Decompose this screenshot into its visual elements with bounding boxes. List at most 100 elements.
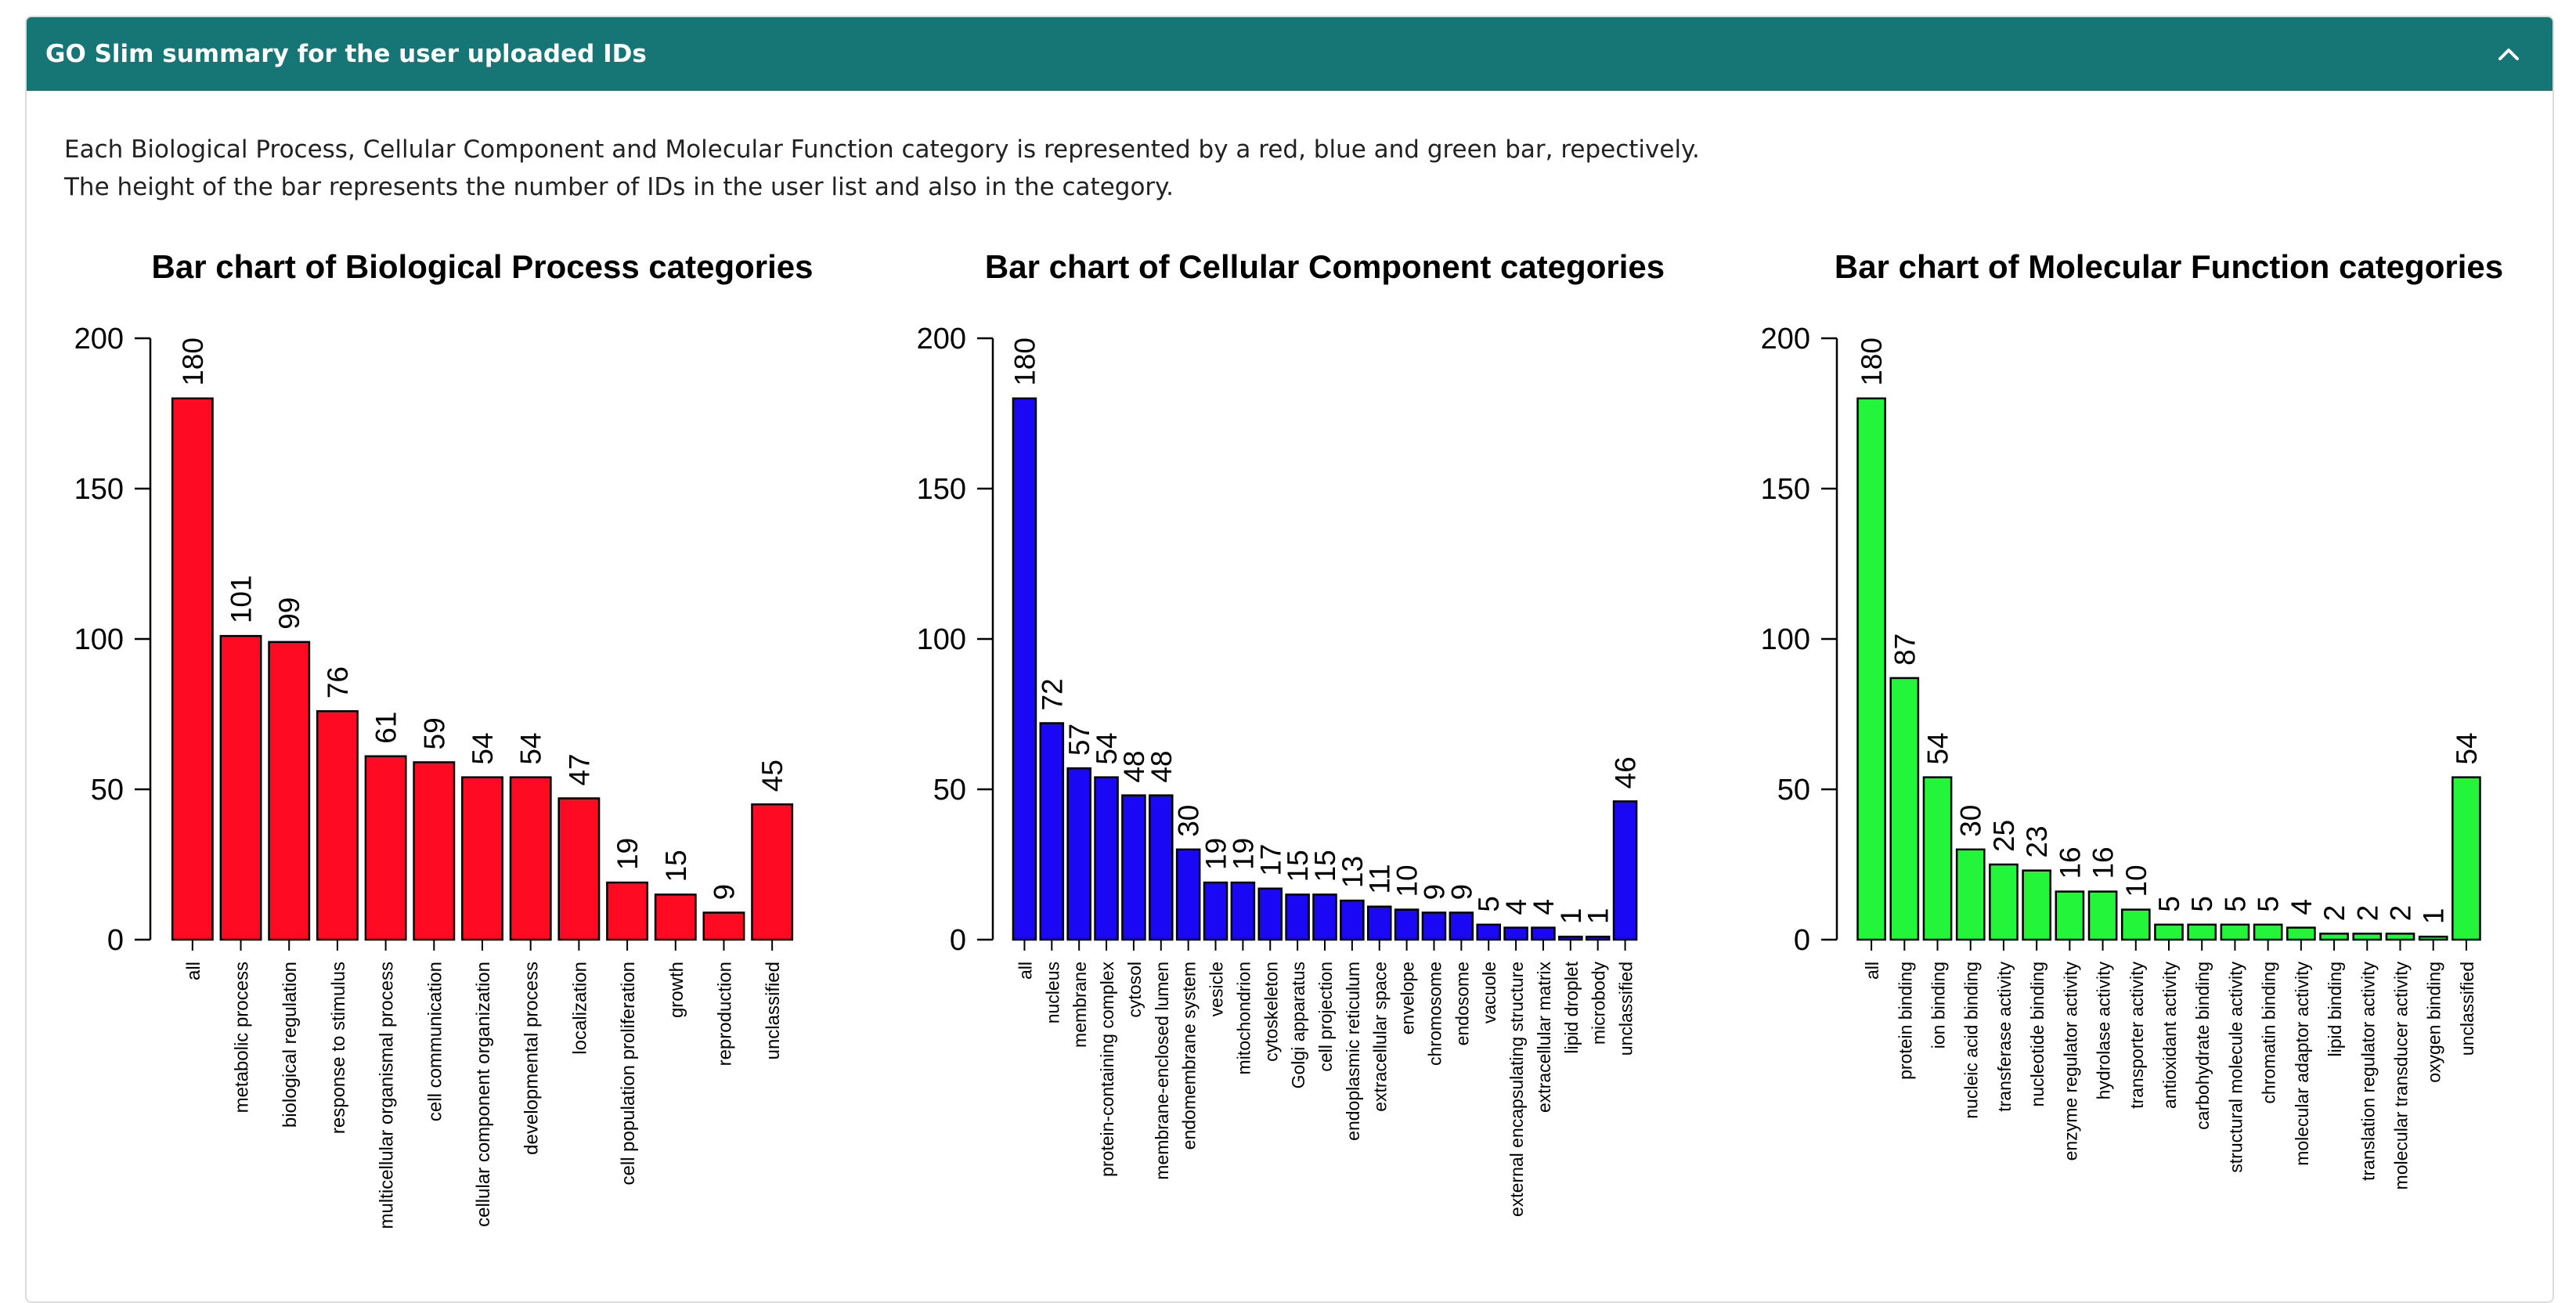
y-tick-label: 50 <box>1777 774 1810 807</box>
y-tick-label: 100 <box>1761 623 1810 656</box>
x-tick-label: response to stimulus <box>328 962 349 1134</box>
bar <box>1149 794 1174 941</box>
bar <box>1955 848 1986 941</box>
bar <box>1312 893 1337 941</box>
data-label: 25 <box>1988 820 2020 852</box>
x-tick-label: developmental process <box>521 962 543 1155</box>
bar <box>2352 933 2383 941</box>
bar <box>1175 848 1201 941</box>
x-tick-label: ion binding <box>1928 962 1949 1049</box>
y-tick-label: 0 <box>1794 924 1810 957</box>
data-label: 5 <box>2219 896 2251 912</box>
data-label: 16 <box>2087 846 2120 879</box>
data-label: 5 <box>2153 896 2185 912</box>
bar <box>1476 923 1501 941</box>
chart-2: Bar chart of Cellular Component categori… <box>917 248 1665 1217</box>
chart-title: Bar chart of Cellular Component categori… <box>985 248 1665 285</box>
data-label: 4 <box>2286 899 2318 915</box>
data-label: 87 <box>1889 633 1921 666</box>
x-tick-label: protein-containing complex <box>1097 962 1117 1177</box>
bar <box>1922 776 1953 941</box>
panel-header[interactable]: GO Slim summary for the user uploaded ID… <box>27 17 2553 91</box>
bar <box>557 797 601 941</box>
chevron-up-icon[interactable] <box>2491 37 2526 71</box>
data-label: 5 <box>2186 896 2218 912</box>
x-tick-label: vacuole <box>1479 962 1499 1023</box>
chart-3: Bar chart of Molecular Function categori… <box>1761 248 2503 1189</box>
x-tick-label: all <box>1862 962 1882 980</box>
bar <box>1039 722 1065 941</box>
bar <box>1094 776 1119 941</box>
data-label: 54 <box>467 732 499 764</box>
y-tick-label: 200 <box>917 323 966 356</box>
x-tick-label: cellular component organization <box>473 962 494 1227</box>
x-tick-label: extracellular matrix <box>1534 962 1554 1113</box>
x-tick-label: carbohydrate binding <box>2192 962 2213 1130</box>
bar <box>364 755 407 941</box>
data-label: 2 <box>2318 905 2351 922</box>
bar <box>1856 397 1886 941</box>
bar <box>219 634 262 941</box>
data-label: 2 <box>2351 905 2383 922</box>
data-label: 48 <box>1118 751 1150 783</box>
data-label: 57 <box>1063 724 1095 756</box>
bar <box>751 803 794 941</box>
x-tick-label: lipid binding <box>2325 962 2345 1056</box>
bar <box>1449 911 1474 941</box>
bar <box>509 776 552 941</box>
x-tick-label: mitochondrion <box>1233 962 1254 1074</box>
bar <box>1612 800 1638 941</box>
data-label: 11 <box>1364 864 1396 893</box>
x-tick-label: unclassified <box>2457 962 2477 1056</box>
x-tick-label: enzyme regulator activity <box>2060 962 2080 1161</box>
data-label: 15 <box>660 850 692 882</box>
data-label: 101 <box>225 575 258 623</box>
y-tick-label: 50 <box>933 774 966 807</box>
x-tick-label: oxygen binding <box>2424 962 2444 1083</box>
bar <box>316 709 359 941</box>
bar <box>1889 677 1920 941</box>
x-tick-label: all <box>183 962 204 980</box>
bar <box>1421 911 1447 941</box>
y-tick-label: 100 <box>74 623 124 656</box>
data-label: 19 <box>1200 838 1232 870</box>
bar <box>413 761 456 941</box>
data-label: 4 <box>1528 899 1560 915</box>
chart-1: Bar chart of Biological Process categori… <box>74 248 814 1229</box>
bar <box>2452 776 2481 941</box>
bar <box>1989 863 2019 941</box>
bar <box>1585 935 1611 941</box>
bar <box>2418 935 2448 941</box>
bar <box>461 776 503 941</box>
bar <box>1285 893 1310 941</box>
bar <box>2154 923 2184 941</box>
bar <box>171 397 214 941</box>
data-label: 2 <box>2384 905 2416 922</box>
chart-description: Each Biological Process, Cellular Compon… <box>64 131 1700 206</box>
x-tick-label: Golgi apparatus <box>1288 962 1308 1088</box>
x-tick-label: cell population proliferation <box>618 962 639 1186</box>
data-label: 46 <box>1610 756 1642 789</box>
data-label: 45 <box>756 760 788 792</box>
x-tick-label: localization <box>569 962 590 1055</box>
data-label: 9 <box>708 884 740 901</box>
x-tick-label: multicellular organismal process <box>377 962 398 1229</box>
x-tick-label: transporter activity <box>2127 962 2147 1109</box>
data-label: 9 <box>1418 884 1450 901</box>
x-tick-label: metabolic process <box>232 962 253 1113</box>
x-tick-label: translation regulator activity <box>2358 962 2378 1181</box>
bar <box>1340 899 1365 941</box>
x-tick-label: external encapsulating structure <box>1506 962 1527 1217</box>
bar <box>1257 887 1283 941</box>
y-tick-label: 200 <box>74 323 124 356</box>
panel-title: GO Slim summary for the user uploaded ID… <box>45 40 647 68</box>
x-tick-label: cell projection <box>1315 962 1336 1072</box>
x-tick-label: antioxidant activity <box>2159 962 2180 1109</box>
x-tick-label: growth <box>666 962 687 1018</box>
x-tick-label: nucleotide binding <box>2027 962 2047 1106</box>
data-label: 180 <box>1856 337 1888 386</box>
data-label: 4 <box>1500 899 1532 915</box>
data-label: 30 <box>1955 805 1987 837</box>
bar <box>2055 890 2085 941</box>
x-tick-label: structural molecule activity <box>2225 962 2246 1173</box>
